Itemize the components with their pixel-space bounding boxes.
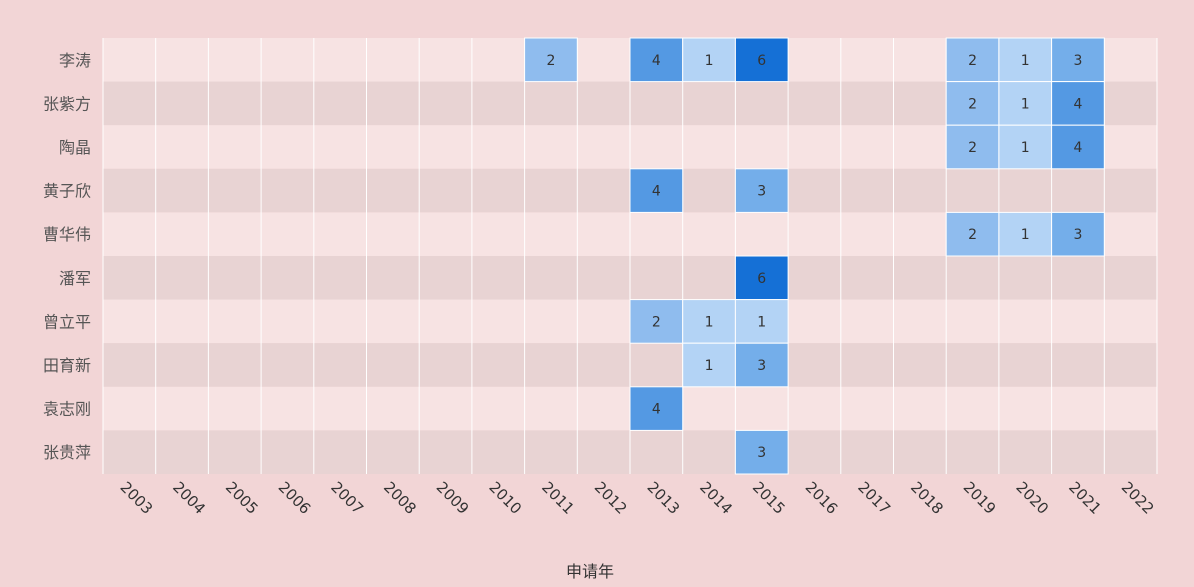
x-tick-label: 2022	[1118, 478, 1158, 518]
cell-value-label: 1	[705, 53, 714, 69]
y-tick-label: 李涛	[59, 51, 91, 70]
x-tick-label: 2006	[275, 478, 315, 518]
heatmap-cell	[629, 37, 684, 83]
x-tick-label: 2014	[696, 478, 736, 518]
y-tick-label: 陶晶	[59, 138, 91, 157]
cell-value-label: 4	[652, 53, 661, 69]
x-tick-label: 2004	[169, 478, 209, 518]
y-tick-label: 曹华伟	[43, 225, 91, 244]
cell-value-label: 3	[757, 184, 766, 200]
heatmap-cell	[734, 37, 789, 83]
x-axis-title: 申请年	[566, 562, 614, 581]
x-tick-label: 2015	[749, 478, 789, 518]
cell-value-label: 2	[968, 140, 977, 156]
y-tick-label: 曾立平	[43, 312, 91, 331]
cell-value-label: 1	[1021, 140, 1030, 156]
heatmap-cell	[734, 342, 789, 388]
x-tick-label: 2012	[591, 478, 631, 518]
cell-value-label: 2	[968, 53, 977, 69]
cell-value-label: 1	[757, 314, 766, 330]
heatmap-cell	[734, 255, 789, 301]
cell-value-label: 4	[1073, 96, 1082, 112]
x-tick-label: 2021	[1065, 478, 1105, 518]
cell-value-label: 4	[652, 184, 661, 200]
heatmap-cell	[734, 299, 789, 344]
cell-value-label: 4	[652, 402, 661, 418]
x-tick-label: 2008	[380, 478, 420, 518]
cell-value-label: 6	[757, 53, 766, 69]
heatmap-cell	[1051, 81, 1105, 126]
x-tick-label: 2011	[538, 478, 578, 518]
x-tick-label: 2007	[327, 478, 367, 518]
heatmap-cell	[998, 37, 1053, 83]
x-tick-label: 2016	[802, 478, 842, 518]
cell-value-label: 1	[705, 314, 714, 330]
heatmap-cell	[734, 429, 789, 475]
x-tick-label: 2019	[960, 478, 1000, 518]
cell-value-label: 3	[757, 445, 766, 461]
heatmap-cell	[945, 124, 1000, 170]
x-tick-label: 2017	[854, 478, 894, 518]
cell-value-label: 1	[705, 358, 714, 374]
heatmap-cells: 2 4 1 6 2 1 3 2 1 4 2 1 4 4 3 2 1 3 6 2 1 1 1 3 4 3	[524, 37, 1105, 475]
heatmap-cell	[1051, 124, 1105, 170]
heatmap-cell	[1051, 211, 1105, 257]
y-tick-label: 田育新	[43, 356, 91, 375]
x-tick-label: 2009	[433, 478, 473, 518]
heatmap-cell	[629, 299, 684, 344]
y-tick-label: 潘军	[59, 269, 91, 288]
cell-value-label: 2	[546, 53, 555, 69]
heatmap-cell	[945, 81, 1000, 126]
heatmap-cell	[682, 37, 736, 83]
cell-value-label: 1	[1021, 53, 1030, 69]
y-tick-label: 张贵萍	[43, 443, 91, 462]
x-tick-label: 2020	[1012, 478, 1052, 518]
y-tick-label: 张紫方	[43, 94, 91, 113]
heatmap-cell	[524, 37, 578, 83]
x-tick-label: 2003	[117, 478, 157, 518]
heatmap-cell	[734, 168, 789, 213]
cell-value-label: 2	[652, 314, 661, 330]
cell-value-label: 3	[757, 358, 766, 374]
x-tick-label: 2013	[644, 478, 684, 518]
x-tick-label: 2018	[907, 478, 947, 518]
cell-value-label: 2	[968, 96, 977, 112]
heatmap-cell	[998, 124, 1053, 170]
cell-value-label: 3	[1073, 227, 1082, 243]
heatmap-cell	[682, 342, 736, 388]
heatmap-cell	[945, 211, 1000, 257]
heatmap-cell	[945, 37, 1000, 83]
heatmap-cell	[629, 386, 684, 431]
cell-value-label: 4	[1073, 140, 1082, 156]
cell-value-label: 6	[757, 271, 766, 287]
x-axis-labels: 2003 2004 2005 2006 2007 2008 2009 2010 2011 2012…	[117, 478, 1158, 518]
cell-value-label: 1	[1021, 227, 1030, 243]
heatmap-cell	[629, 168, 684, 213]
cell-value-label: 2	[968, 227, 977, 243]
x-tick-label: 2010	[485, 478, 525, 518]
y-tick-label: 黄子欣	[43, 182, 91, 201]
x-tick-label: 2005	[222, 478, 262, 518]
heatmap-cell	[1051, 37, 1105, 83]
cell-value-label: 1	[1021, 96, 1030, 112]
y-tick-label: 袁志刚	[43, 400, 91, 419]
cell-value-label: 3	[1073, 53, 1082, 69]
